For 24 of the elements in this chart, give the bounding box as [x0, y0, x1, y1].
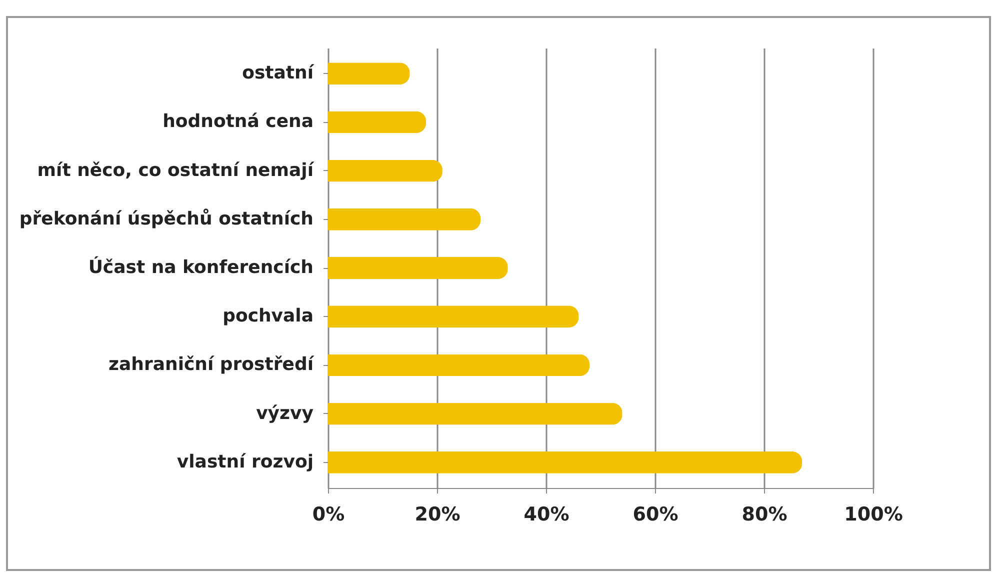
y-tick-label: mít něco, co ostatní nemají	[37, 160, 314, 181]
x-tick-label: 0%	[312, 504, 345, 526]
bar	[328, 452, 802, 474]
x-tick-label: 40%	[524, 504, 570, 526]
bar	[328, 306, 579, 328]
y-tick-label: vlastní rozvoj	[176, 451, 314, 472]
x-tick-label: 100%	[844, 504, 903, 526]
y-tick-label: překonání úspěchů ostatních	[19, 208, 314, 230]
y-tick-label: výzvy	[256, 402, 314, 424]
bar	[328, 62, 410, 84]
y-tick-label: Účast na konferencích	[88, 256, 314, 278]
bar	[328, 354, 590, 376]
x-tick-label: 80%	[742, 504, 788, 526]
bar	[328, 402, 622, 425]
y-tick-label: hodnotná cena	[162, 111, 314, 132]
y-tick-label: zahraniční prostředí	[108, 354, 314, 376]
bar	[328, 160, 442, 182]
bar	[328, 257, 508, 279]
bar	[328, 111, 426, 134]
y-tick-label: ostatní	[242, 62, 314, 84]
bar	[328, 208, 481, 230]
x-tick-label: 20%	[414, 504, 460, 526]
x-tick-label: 60%	[632, 504, 678, 526]
y-tick-label: pochvala	[222, 306, 314, 327]
